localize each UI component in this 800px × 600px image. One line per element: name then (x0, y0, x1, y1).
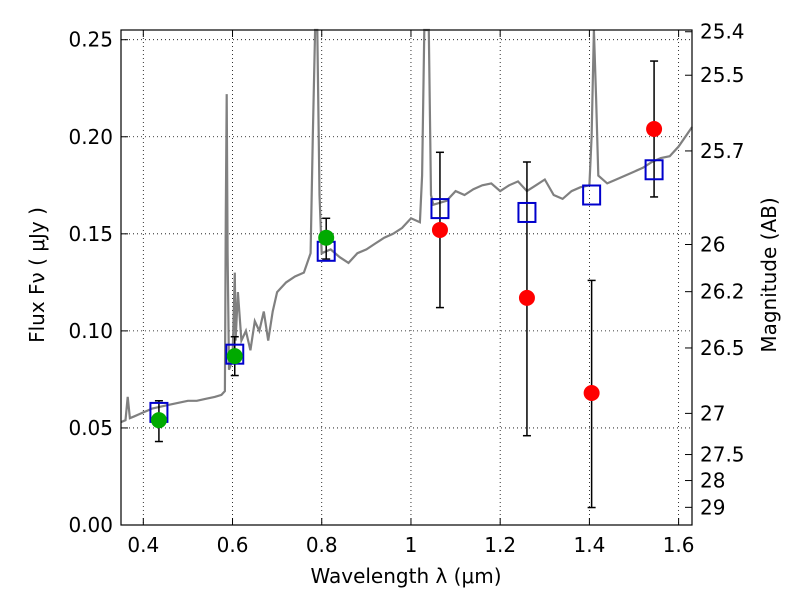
green-point-marker (226, 348, 243, 365)
x-tick-label: 0.8 (306, 533, 338, 557)
green-point-marker (150, 412, 167, 429)
grid (121, 30, 692, 526)
right-tick-label: 29 (700, 495, 725, 519)
tick-labels: 0.4 0.6 0.8 1 1.2 1.4 1.6 0.00 0.05 0.10 0.15 0.20 0… (68, 20, 744, 557)
model-square-marker (517, 201, 537, 223)
x-tick-label: 1.4 (573, 533, 605, 557)
model-square-marker (582, 184, 602, 206)
y-tick-label: 0.10 (68, 319, 113, 343)
error-bars (154, 60, 659, 509)
right-tick-label: 25.7 (700, 139, 745, 163)
red-point-marker (646, 121, 663, 137)
model-square-marker (644, 159, 664, 181)
markers (149, 121, 664, 429)
right-tick-label: 25.4 (700, 20, 745, 44)
y-tick-label: 0.15 (68, 222, 113, 246)
right-tick-label: 26 (700, 233, 725, 257)
right-tick-label: 26.5 (700, 336, 745, 360)
x-tick-label: 0.6 (217, 533, 249, 557)
right-tick-label: 26.2 (700, 280, 745, 304)
green-point-marker (318, 229, 335, 246)
y-tick-label: 0.25 (68, 28, 113, 52)
y-axis-label: Flux Fν ( μJy ) (25, 207, 49, 343)
x-tick-label: 0.4 (127, 533, 159, 557)
red-point-marker (583, 385, 600, 401)
plot-frame (120, 29, 693, 526)
right-tick-label: 27.5 (700, 443, 745, 467)
model-square-marker (430, 198, 450, 220)
spectrum-layer (120, 28, 693, 424)
red-point-marker (431, 221, 448, 238)
y-tick-label: 0.00 (68, 513, 113, 537)
right-tick-label: 28 (700, 469, 725, 493)
spectrum-line (120, 28, 693, 424)
x-tick-label: 1 (405, 533, 418, 557)
y-tick-label: 0.05 (68, 416, 113, 440)
right-axis-label: Magnitude (AB) (757, 197, 781, 352)
red-point-marker (518, 289, 535, 306)
right-tick-label: 25.5 (700, 63, 745, 87)
x-tick-label: 1.6 (663, 533, 695, 557)
ticks (121, 30, 692, 526)
x-axis-label: Wavelength λ (μm) (310, 564, 501, 588)
y-tick-label: 0.20 (68, 125, 113, 149)
x-tick-label: 1.2 (484, 533, 516, 557)
right-tick-label: 27 (700, 401, 725, 425)
